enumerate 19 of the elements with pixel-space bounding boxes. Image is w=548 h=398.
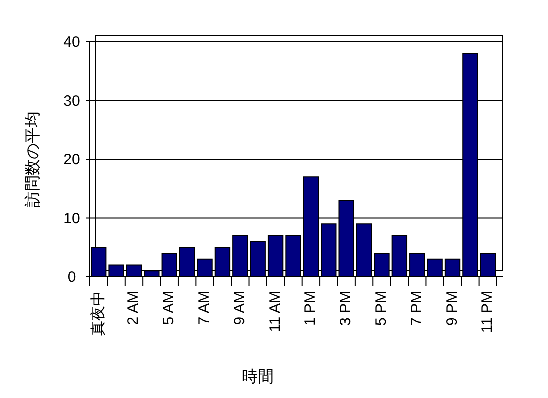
y-tick-label: 40 [64, 34, 80, 51]
x-axis-title: 時間 [242, 368, 274, 386]
x-tick-label: 9 PM [444, 291, 461, 326]
y-tick-label: 30 [64, 92, 80, 110]
x-tick-label: 5 PM [372, 291, 390, 326]
x-tick-label: 5 AM [160, 291, 178, 326]
x-tick-label: 1 PM [302, 291, 320, 326]
y-tick-label: 20 [64, 152, 80, 168]
y-axis-title: 訪問数の平均 [24, 112, 42, 208]
x-tick-label: 真夜中 [90, 291, 107, 336]
x-tick-label: 3 PM [338, 291, 355, 326]
x-tick-label: 7 AM [196, 291, 214, 326]
x-tick-label: 11 PM [479, 291, 496, 334]
y-tick-label: 10 [64, 210, 80, 228]
x-tick-label: 11 AM [266, 291, 284, 332]
y-tick-label: 0 [68, 269, 76, 286]
x-tick-label: 2 AM [125, 291, 142, 326]
x-tick-label: 7 PM [408, 291, 426, 326]
x-tick-label: 9 AM [231, 291, 248, 326]
